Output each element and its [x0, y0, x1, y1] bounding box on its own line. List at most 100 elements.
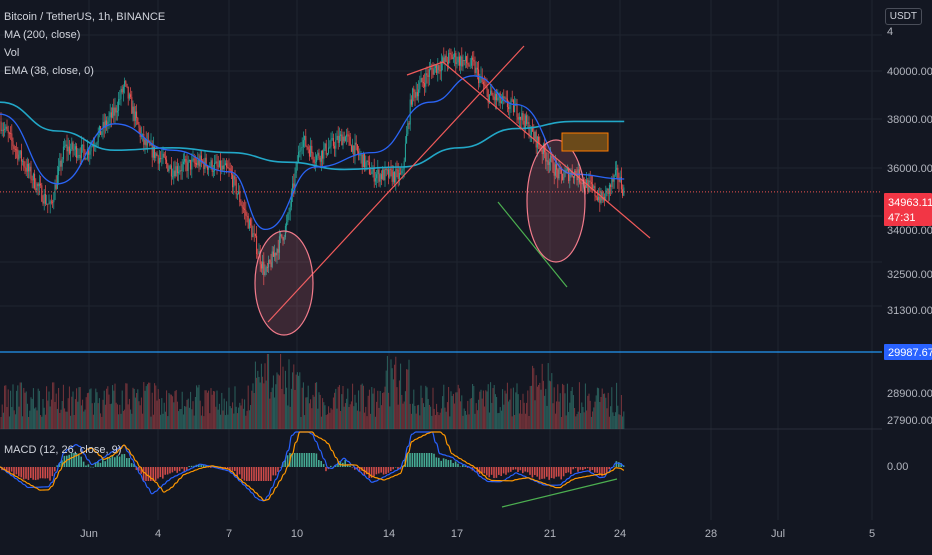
macd-histogram-bar [128, 458, 130, 467]
macd-histogram-bar [351, 467, 354, 468]
macd-histogram-bar [102, 458, 104, 467]
candle-body [300, 147, 302, 151]
volume-bar [90, 388, 92, 429]
macd-legend[interactable]: MACD (12, 26, close, 9) [4, 444, 122, 456]
macd-histogram-bar [34, 467, 37, 481]
candle-body [493, 96, 495, 101]
candle-body [282, 237, 284, 241]
candle-body [31, 179, 33, 181]
candle-body [82, 144, 84, 146]
macd-histogram-bar [104, 461, 106, 467]
volume-bar [443, 384, 445, 429]
volume-bar [126, 383, 128, 429]
volume-bar [274, 397, 276, 429]
volume-bar [20, 382, 22, 429]
volume-bar [245, 415, 247, 429]
candle-body [545, 152, 547, 162]
volume-bar [358, 390, 360, 429]
macd-histogram-bar [584, 467, 586, 470]
volume-bar [422, 403, 424, 429]
candle-body [250, 219, 252, 226]
macd-histogram-bar [262, 467, 265, 481]
macd-histogram-bar [133, 464, 135, 467]
volume-bar [305, 397, 307, 429]
candle-body [439, 69, 441, 72]
macd-histogram-bar [555, 467, 558, 477]
candle-body [113, 107, 115, 116]
candle-body [274, 252, 276, 257]
candle-body [124, 81, 126, 87]
candle-body [108, 117, 110, 122]
candle-body [516, 103, 518, 118]
legend-vol[interactable]: Vol [4, 47, 20, 59]
macd-histogram-bar [322, 464, 325, 467]
candle-body [568, 169, 570, 181]
candle-body [331, 138, 333, 140]
macd-histogram-bar [406, 453, 409, 467]
volume-bar [360, 384, 362, 429]
legend-ma200[interactable]: MA (200, close) [4, 29, 81, 41]
volume-bar [341, 394, 343, 429]
volume-bar [544, 395, 546, 429]
macd-histogram-bar [106, 457, 109, 467]
volume-bar [347, 388, 349, 429]
volume-bar [576, 414, 578, 429]
macd-histogram-bar [558, 467, 560, 477]
candle-body [490, 90, 492, 95]
candle-body [383, 169, 385, 181]
macd-histogram-bar [176, 467, 178, 473]
currency-badge[interactable]: USDT [884, 8, 922, 25]
volume-bar [488, 412, 490, 429]
candle-body [463, 60, 465, 62]
candle-body [356, 144, 358, 152]
volume-bar [509, 399, 511, 429]
highlight-ellipse-right [526, 139, 586, 263]
candle-body [203, 161, 205, 170]
macd-histogram-bar [538, 467, 541, 480]
volume-bar [284, 370, 286, 429]
candle-body [614, 169, 616, 176]
candle-body [530, 126, 532, 135]
candle-body [370, 173, 372, 175]
price-tick-label: 36000.00 [887, 163, 932, 175]
volume-bar [55, 393, 57, 429]
macd-histogram-bar [445, 459, 447, 467]
volume-bar [314, 382, 316, 429]
candle-body [329, 146, 331, 148]
candle-body [5, 126, 7, 129]
candle-body [328, 147, 330, 154]
candle-body [578, 169, 580, 183]
volume-bar [246, 410, 248, 429]
candle-body [592, 183, 594, 189]
volume-bar [223, 398, 225, 429]
candle-body [66, 144, 68, 152]
candle-body [49, 201, 51, 204]
volume-bar [16, 390, 18, 429]
volume-bar [86, 393, 88, 429]
volume-bar [508, 401, 510, 429]
candle-body [164, 157, 166, 160]
volume-bar [474, 413, 476, 429]
time-tick-label: 14 [383, 528, 395, 540]
volume-bar [191, 409, 193, 429]
volume-bar [379, 390, 381, 429]
volume-bar [259, 382, 261, 429]
volume-bar [298, 375, 300, 429]
volume-bar [234, 386, 236, 429]
candle-body [143, 133, 145, 145]
candle-body [79, 155, 81, 158]
candle-body [172, 176, 174, 178]
volume-bar [48, 391, 50, 429]
candle-body [612, 178, 614, 182]
candle-body [40, 183, 42, 186]
candle-body [200, 155, 202, 161]
candle-body [307, 147, 309, 150]
legend-ema38[interactable]: EMA (38, close, 0) [4, 65, 94, 77]
volume-bar [72, 391, 74, 429]
volume-bar [158, 398, 160, 429]
macd-histogram-bar [586, 467, 589, 469]
candle-body [400, 172, 402, 174]
candle-body [343, 136, 345, 142]
time-tick-label: 5 [869, 528, 875, 540]
